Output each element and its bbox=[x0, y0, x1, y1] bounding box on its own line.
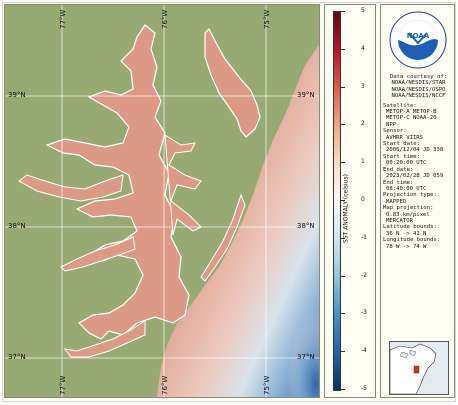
lat-label-right-38n: 38°N bbox=[297, 222, 315, 230]
colorbar-tick-mark bbox=[341, 351, 345, 353]
colorbar-tick-label: 1 bbox=[361, 158, 365, 166]
colorbar-tick-mark bbox=[341, 275, 345, 277]
colorbar-tick-label: -5 bbox=[361, 385, 367, 392]
cold-anomaly-area bbox=[255, 235, 319, 397]
lon-label-top-76w: 76°W bbox=[161, 9, 169, 29]
sensor-label: Sensor: bbox=[383, 128, 407, 135]
lon-label-bottom-75w: 75°W bbox=[263, 375, 271, 395]
colorbar bbox=[333, 11, 341, 391]
map-projection-label: Map projection: bbox=[383, 205, 434, 212]
lat-label-38n: 38°N bbox=[8, 222, 26, 230]
satellite-value: METOP-A METOP-B bbox=[386, 109, 437, 116]
colorbar-tick-mark bbox=[341, 48, 345, 50]
end-date-label: End date: bbox=[383, 166, 414, 173]
atlantic-ocean bbox=[157, 45, 319, 397]
start-date-value: 2006/12/04 JD 338 bbox=[386, 147, 444, 154]
lat-label-37n: 37°N bbox=[8, 353, 26, 361]
colorbar-tick-label: 2 bbox=[361, 120, 365, 128]
latitude-bounds-value: 36 N -> 41 N bbox=[386, 230, 427, 237]
lon-label-bottom-76w: 76°W bbox=[161, 375, 169, 395]
colorbar-tick-label: -2 bbox=[361, 271, 367, 279]
sst-anomaly-map: 39°N 38°N 37°N 39°N 38°N 37°N 77°W 76°W … bbox=[4, 4, 320, 398]
courtesy-line: NOAA/NESDIS/OSPO bbox=[391, 86, 446, 93]
colorbar-tick-label: -3 bbox=[361, 309, 367, 317]
courtesy-line: NOAA/NESDIS/NCCF bbox=[391, 93, 446, 100]
rappahannock-river bbox=[60, 236, 136, 272]
noaa-logo-icon: NOAA bbox=[389, 11, 447, 69]
colorbar-tick-mark bbox=[341, 162, 345, 164]
start-time-label: Start time: bbox=[383, 153, 421, 160]
colorbar-tick-label: 0 bbox=[361, 196, 365, 203]
coastal-bays bbox=[200, 193, 246, 282]
map-canvas bbox=[5, 5, 319, 397]
courtesy-title: Data courtesy of: bbox=[389, 74, 448, 80]
end-time-label: End time: bbox=[383, 179, 414, 186]
inset-region-marker bbox=[413, 365, 420, 374]
map-projection-value: MERCATOR bbox=[386, 217, 413, 224]
colorbar-tick-mark bbox=[341, 86, 345, 88]
lat-label-right-39n: 39°N bbox=[297, 91, 315, 99]
lat-label-right-37n: 37°N bbox=[297, 353, 315, 361]
lon-label-bottom-77w: 77°W bbox=[59, 375, 67, 395]
potomac-river bbox=[18, 174, 124, 202]
satellite-value: METOP-C NOAA-20 bbox=[386, 115, 437, 122]
colorbar-tick-label: -4 bbox=[361, 347, 367, 355]
colorbar-panel: SST ANOMALY (celsius) 5 4 3 2 1 0 -1 -2 -3 -4 -5 bbox=[324, 4, 376, 398]
sensor-value: AVHRR VIIRS bbox=[386, 134, 424, 141]
end-time-value: 08:40:00 UTC bbox=[386, 185, 427, 192]
inset-canvas bbox=[389, 342, 448, 395]
lon-label-top-77w: 77°W bbox=[59, 9, 67, 29]
locator-inset-map bbox=[389, 341, 449, 395]
colorbar-tick-mark bbox=[341, 11, 345, 12]
end-date-value: 2023/02/28 JD 059 bbox=[386, 173, 444, 180]
colorbar-tick-mark bbox=[341, 313, 345, 315]
start-time-value: 00:20:00 UTC bbox=[386, 160, 427, 167]
projection-type-label: Projection type: bbox=[383, 192, 437, 199]
longitude-bounds-label: Longitude bounds: bbox=[383, 237, 441, 244]
colorbar-tick-mark bbox=[341, 200, 345, 201]
satellite-value: NPP bbox=[386, 121, 397, 128]
map-projection-value: 0.83 km/pixel bbox=[386, 211, 430, 218]
delaware-bay bbox=[204, 27, 261, 138]
lat-label-39n: 39°N bbox=[8, 91, 26, 99]
courtesy-line: NOAA/NESDIS/STAR bbox=[391, 80, 446, 87]
logo-text: NOAA bbox=[407, 32, 430, 40]
colorbar-tick-label: 5 bbox=[361, 7, 365, 14]
james-river bbox=[63, 320, 146, 358]
colorbar-tick-mark bbox=[341, 124, 345, 126]
projection-type-value: MAPPED bbox=[386, 198, 407, 205]
lon-label-top-75w: 75°W bbox=[263, 9, 271, 29]
graticule bbox=[5, 5, 319, 397]
satellite-label: Satellite: bbox=[383, 102, 417, 109]
colorbar-tick-label: 4 bbox=[361, 44, 365, 52]
colorbar-tick-label: 3 bbox=[361, 82, 365, 90]
colorbar-tick-mark bbox=[341, 237, 345, 239]
colorbar-tick-mark bbox=[341, 389, 345, 390]
colorbar-title: SST ANOMALY (celsius) bbox=[342, 174, 350, 243]
metadata-text: Data courtesy of: NOAA/NESDIS/STAR NOAA/… bbox=[383, 74, 454, 250]
longitude-bounds-value: 78 W -> 74 W bbox=[386, 243, 427, 250]
start-date-label: Start date: bbox=[383, 141, 421, 148]
latitude-bounds-label: Latitude bounds: bbox=[383, 224, 437, 231]
metadata-panel: NOAA Data courtesy of: NOAA/NESDIS/STAR … bbox=[380, 4, 455, 398]
colorbar-tick-label: -1 bbox=[361, 233, 367, 241]
